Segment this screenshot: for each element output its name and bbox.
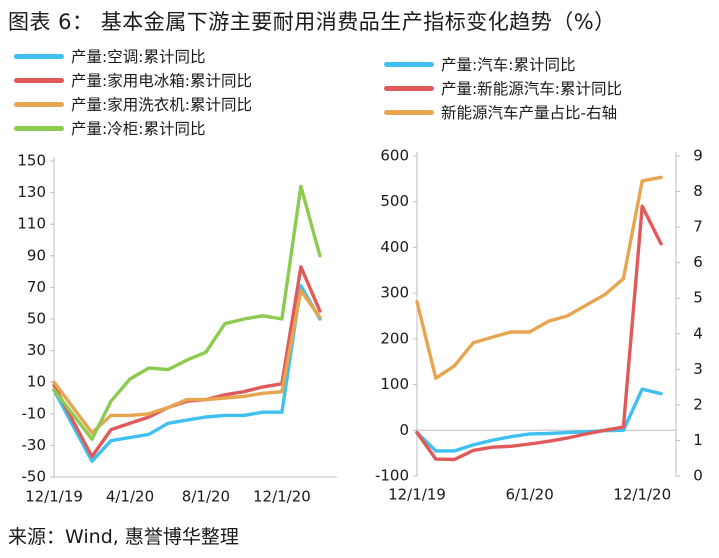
right-y2-tick-label: 1 [693, 431, 703, 449]
left-y-tick-label: 50 [27, 310, 46, 328]
legend-swatch-auto [384, 61, 434, 67]
right-series-line-0 [415, 387, 663, 453]
left-series-line-2 [52, 288, 322, 435]
left-y-tick-label: 30 [27, 341, 46, 359]
legend-label-auto: 产量:汽车:累计同比 [441, 56, 576, 74]
legend-item-nev-share: 新能源汽车产量占比-右轴 [384, 100, 622, 124]
left-x-tick-label: 12/1/19 [25, 488, 83, 506]
figure-title: 图表 6： 基本金属下游主要耐用消费品生产指标变化趋势（%） [8, 10, 616, 34]
legend-item-nev: 产量:新能源汽车:累计同比 [384, 76, 622, 100]
left-x-tick-label: 4/1/20 [106, 488, 154, 506]
right-y-tick-label: 500 [380, 192, 409, 210]
legend-item-auto: 产量:汽车:累计同比 [384, 52, 622, 76]
right-series-line-1 [415, 204, 663, 462]
right-y-tick-label: 100 [380, 375, 409, 393]
right-y2-tick-label: 0 [693, 467, 703, 485]
right-y2-tick-label: 3 [693, 360, 703, 378]
right-y-tick-label: 400 [380, 238, 409, 256]
left-x-tick-label: 12/1/20 [253, 488, 311, 506]
legend-left: 产量:空调:累计同比 产量:家用电冰箱:累计同比 产量:家用洗衣机:累计同比 产… [14, 44, 252, 140]
left-series-line-0 [52, 284, 322, 463]
left-y-tick-label: 90 [27, 246, 46, 264]
right-y-tick-label: 300 [380, 284, 409, 302]
legend-swatch-nev-share [384, 109, 434, 115]
legend-right: 产量:汽车:累计同比 产量:新能源汽车:累计同比 新能源汽车产量占比-右轴 [384, 52, 622, 124]
left-y-tick-label: 70 [27, 278, 46, 296]
left-y-tick-label: 110 [17, 215, 46, 233]
left-x-tick-label: 8/1/20 [182, 488, 230, 506]
right-x-tick-label: 12/1/19 [388, 486, 446, 504]
legend-swatch-fridge [14, 77, 64, 83]
right-x-tick-label: 6/1/20 [505, 486, 553, 504]
legend-swatch-nev [384, 85, 434, 91]
legend-item-freezer: 产量:冷柜:累计同比 [14, 116, 252, 140]
legend-label-freezer: 产量:冷柜:累计同比 [71, 120, 206, 138]
right-y2-tick-label: 9 [693, 147, 703, 165]
legend-label-washer: 产量:家用洗衣机:累计同比 [71, 96, 252, 114]
left-y-tick-label: -50 [22, 468, 47, 486]
right-y2-tick-label: 2 [693, 395, 703, 413]
right-y2-tick-label: 5 [693, 289, 703, 307]
left-series-line-3 [52, 184, 322, 441]
left-y-tick-label: 150 [17, 152, 46, 170]
right-y2-tick-label: 7 [693, 218, 703, 236]
legend-item-fridge: 产量:家用电冰箱:累计同比 [14, 68, 252, 92]
right-y-tick-label: 600 [380, 147, 409, 165]
right-y2-tick-label: 4 [693, 324, 703, 342]
legend-item-washer: 产量:家用洗衣机:累计同比 [14, 92, 252, 116]
legend-label-nev-share: 新能源汽车产量占比-右轴 [441, 104, 618, 122]
right-share-series-line-0 [415, 175, 663, 380]
left-y-tick-label: 10 [27, 373, 46, 391]
legend-swatch-washer [14, 101, 64, 107]
legend-item-aircon: 产量:空调:累计同比 [14, 44, 252, 68]
left-y-tick-label: -10 [22, 404, 47, 422]
right-y2-tick-label: 6 [693, 253, 703, 271]
source-note: 来源：Wind, 惠誉博华整理 [8, 526, 239, 548]
right-y-tick-label: 200 [380, 329, 409, 347]
left-y-tick-label: 130 [17, 183, 46, 201]
legend-label-fridge: 产量:家用电冰箱:累计同比 [71, 72, 252, 90]
legend-swatch-freezer [14, 125, 64, 131]
right-y-tick-label: -100 [375, 467, 409, 485]
left-y-tick-label: -30 [22, 436, 47, 454]
legend-label-aircon: 产量:空调:累计同比 [71, 48, 206, 66]
right-y-tick-label: 0 [399, 421, 409, 439]
right-x-tick-label: 12/1/20 [613, 486, 671, 504]
right-y2-tick-label: 8 [693, 182, 703, 200]
legend-swatch-aircon [14, 53, 64, 59]
legend-label-nev: 产量:新能源汽车:累计同比 [441, 80, 622, 98]
